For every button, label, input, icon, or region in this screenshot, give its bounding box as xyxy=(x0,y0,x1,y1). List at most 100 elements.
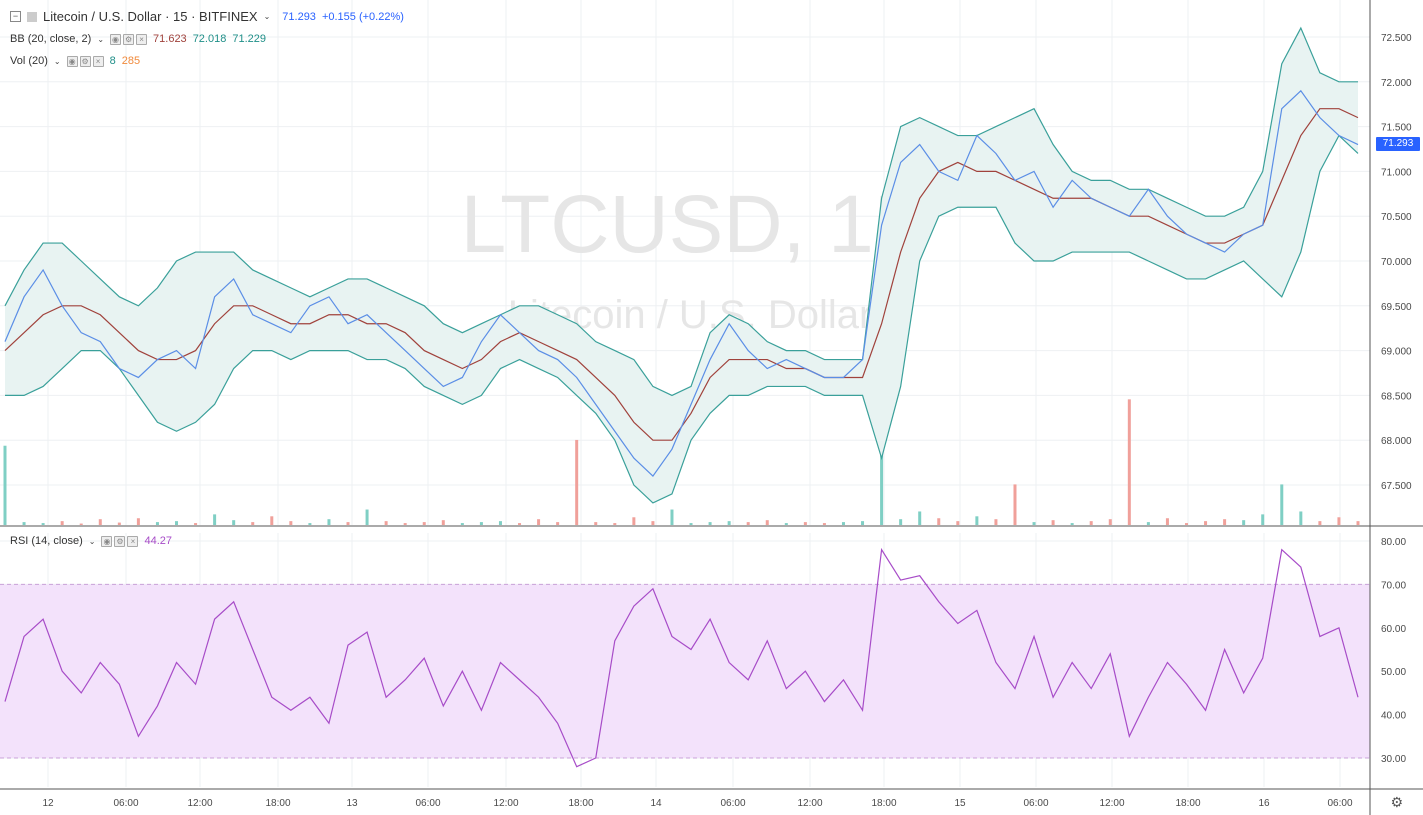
volume-bar xyxy=(594,522,598,525)
volume-bar xyxy=(1165,518,1169,525)
volume-bar xyxy=(613,523,617,525)
volume-bar xyxy=(1146,522,1150,525)
volume-bar xyxy=(1223,519,1227,525)
bb-lower-line xyxy=(5,134,1359,504)
symbol-title[interactable]: Litecoin / U.S. Dollar · 15 · BITFINEX xyxy=(43,9,258,24)
rsi-tick-label: 60.00 xyxy=(1381,624,1406,635)
volume-bar xyxy=(403,523,407,525)
chevron-down-icon[interactable]: ⌄ xyxy=(263,12,271,21)
symbol-logo-icon xyxy=(27,11,37,22)
rsi-tick-label: 40.00 xyxy=(1381,711,1406,722)
volume-bar xyxy=(537,519,541,525)
volume-bar xyxy=(136,518,140,525)
price-tick-label: 68.000 xyxy=(1381,436,1412,447)
last-price: 71.293 xyxy=(282,10,316,23)
bb-upper-line xyxy=(4,26,1358,397)
price-tick-label: 67.500 xyxy=(1381,481,1412,492)
eye-icon[interactable]: ◉ xyxy=(101,535,113,547)
volume-bar xyxy=(1127,399,1131,525)
watermark-symbol: LTCUSD, 15 xyxy=(461,179,920,270)
volume-bar xyxy=(1089,521,1093,525)
time-tick-label: 06:00 xyxy=(720,798,745,809)
volume-bar xyxy=(1318,521,1322,525)
price-tick-label: 70.000 xyxy=(1381,257,1412,268)
volume-bar xyxy=(1356,521,1360,525)
settings-icon[interactable]: ⚙ xyxy=(114,535,126,547)
bb-label[interactable]: BB (20, close, 2) xyxy=(10,33,92,45)
time-tick-label: 12:00 xyxy=(187,798,212,809)
rsi-label[interactable]: RSI (14, close) xyxy=(10,535,83,547)
volume-bar xyxy=(765,520,769,525)
gear-icon[interactable]: ⚙ xyxy=(1390,794,1403,810)
time-tick-label: 06:00 xyxy=(113,798,138,809)
rsi-tick-label: 50.00 xyxy=(1381,667,1406,678)
volume-bar xyxy=(41,523,45,525)
volume-bar xyxy=(518,523,522,525)
time-tick-label: 06:00 xyxy=(1023,798,1048,809)
volume-bar xyxy=(746,522,750,525)
collapse-icon[interactable]: − xyxy=(10,11,21,22)
eye-icon[interactable]: ◉ xyxy=(110,33,122,45)
price-line xyxy=(4,89,1359,477)
eye-icon[interactable]: ◉ xyxy=(66,55,78,67)
volume-bar xyxy=(213,514,217,525)
volume-bar xyxy=(365,509,369,525)
time-tick-label: 06:00 xyxy=(1327,798,1352,809)
volume-bar xyxy=(1032,522,1036,525)
volume-bar xyxy=(1280,484,1284,525)
volume-bar xyxy=(1051,520,1055,525)
time-tick-label: 18:00 xyxy=(871,798,896,809)
price-tick-label: 71.000 xyxy=(1381,167,1412,178)
bb-upper-value: 72.018 xyxy=(192,33,227,45)
settings-icon[interactable]: ⚙ xyxy=(123,33,135,45)
vol-label[interactable]: Vol (20) xyxy=(10,55,48,67)
last-price-axis-label: 71.293 xyxy=(1376,137,1420,151)
volume-bar xyxy=(1184,523,1188,525)
rsi-band-fill xyxy=(0,584,1370,758)
chevron-down-icon[interactable]: ⌄ xyxy=(88,536,96,546)
close-icon[interactable]: × xyxy=(127,535,139,547)
chevron-down-icon[interactable]: ⌄ xyxy=(97,34,105,44)
bb-controls: ◉ ⚙ × xyxy=(110,33,148,45)
volume-bar xyxy=(784,523,788,525)
close-icon[interactable]: × xyxy=(92,55,104,67)
volume-bar xyxy=(155,522,159,525)
price-tick-label: 72.000 xyxy=(1381,78,1412,89)
time-tick-label: 12:00 xyxy=(493,798,518,809)
vol-controls: ◉ ⚙ × xyxy=(66,55,104,67)
volume-bar xyxy=(117,522,121,525)
time-tick-label: 18:00 xyxy=(265,798,290,809)
volume-bar xyxy=(880,430,884,525)
volume-bar xyxy=(994,519,998,525)
time-tick-label: 13 xyxy=(346,798,358,809)
price-tick-label: 69.000 xyxy=(1381,347,1412,358)
volume-bar xyxy=(60,521,64,525)
price-tick-label: 72.500 xyxy=(1381,33,1412,44)
volume-bar xyxy=(232,520,236,525)
volume-bar xyxy=(1261,514,1265,525)
volume-bar xyxy=(975,516,979,525)
price-tick-label: 70.500 xyxy=(1381,212,1412,223)
volume-bar xyxy=(841,522,845,525)
volume-bar xyxy=(98,519,102,525)
close-icon[interactable]: × xyxy=(136,33,148,45)
volume-bar xyxy=(1070,523,1074,525)
chevron-down-icon[interactable]: ⌄ xyxy=(53,56,61,66)
volume-bar xyxy=(1204,521,1208,525)
volume-bar xyxy=(422,522,426,525)
volume-bar xyxy=(22,522,26,525)
rsi-tick-label: 80.00 xyxy=(1381,537,1406,548)
volume-bar xyxy=(460,523,464,525)
volume-bar xyxy=(727,521,731,525)
volume-bar xyxy=(1108,519,1112,525)
rsi-controls: ◉ ⚙ × xyxy=(101,535,139,547)
rsi-legend: RSI (14, close) ⌄ ◉ ⚙ × 44.27 xyxy=(10,535,172,547)
settings-icon[interactable]: ⚙ xyxy=(79,55,91,67)
bb-lower-value: 71.229 xyxy=(232,33,266,45)
volume-bar xyxy=(937,518,941,525)
price-change: +0.155 (+0.22%) xyxy=(321,10,404,23)
volume-bar xyxy=(175,521,179,525)
volume-bar xyxy=(803,522,807,525)
volume-bar xyxy=(708,522,712,525)
